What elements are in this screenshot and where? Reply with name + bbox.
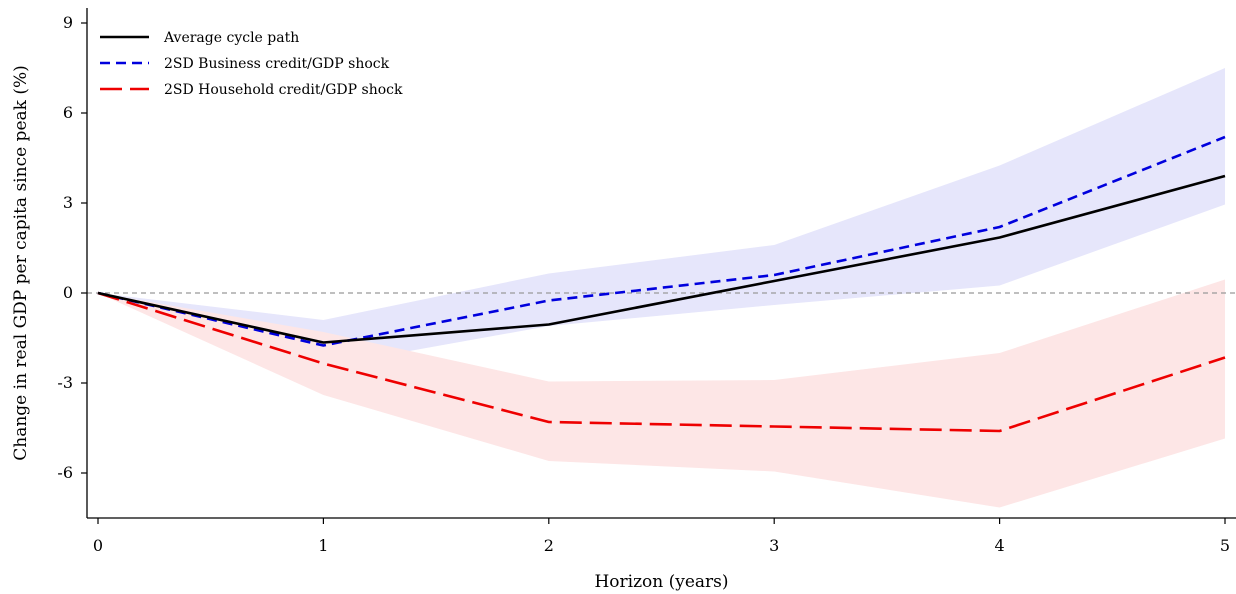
legend-label-2: 2SD Household credit/GDP shock — [164, 82, 403, 98]
series-lines — [97, 135, 1226, 433]
legend-label-1: 2SD Business credit/GDP shock — [164, 56, 390, 72]
y-tick-label: -6 — [57, 463, 73, 482]
series-line-1 — [97, 135, 1226, 347]
y-tick-label: 9 — [63, 13, 73, 32]
y-axis-label: Change in real GDP per capita since peak… — [11, 65, 31, 461]
confidence-band-2 — [98, 279, 1225, 508]
x-tick-label: 3 — [769, 536, 779, 555]
confidence-band-1 — [98, 68, 1225, 367]
y-tick-label: 6 — [63, 103, 73, 122]
x-axis-label: Horizon (years) — [594, 572, 728, 592]
x-tick-label: 1 — [318, 536, 328, 555]
x-tick-label: 2 — [544, 536, 554, 555]
y-tick-label: 0 — [63, 283, 73, 302]
series-line-2 — [97, 291, 1226, 433]
y-tick-label: 3 — [63, 193, 73, 212]
legend: Average cycle path 2SD Business credit/GD… — [100, 30, 403, 98]
confidence-bands — [98, 68, 1225, 508]
y-tick-label: -3 — [57, 373, 73, 392]
x-tick-label: 0 — [93, 536, 103, 555]
axes — [86, 8, 1236, 519]
series-line-0 — [97, 174, 1226, 344]
legend-label-0: Average cycle path — [163, 30, 299, 46]
x-tick-label: 5 — [1220, 536, 1230, 555]
ticks: -6 -3 0 3 6 9 0 1 2 3 4 5 — [57, 13, 1230, 555]
x-tick-label: 4 — [995, 536, 1005, 555]
